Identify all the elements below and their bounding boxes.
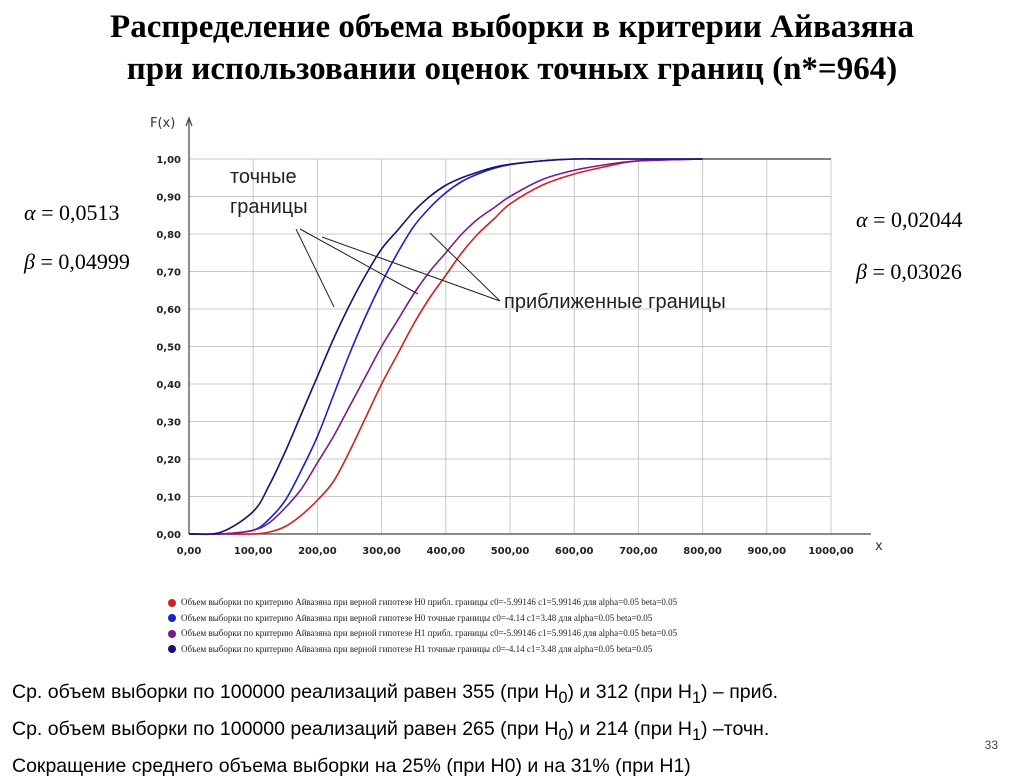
y-tick-label: 0,90 bbox=[156, 193, 181, 204]
legend-label: Объем выборки по критерию Айвазяна при в… bbox=[181, 643, 653, 654]
legend-label: Объем выборки по критерию Айвазяна при в… bbox=[181, 628, 678, 638]
subscript: 1 bbox=[691, 688, 702, 707]
y-axis-label: F(x) bbox=[150, 116, 175, 131]
param-alpha-right: α = 0,02044 bbox=[856, 207, 962, 233]
summary-line1-part: ) и 312 (при H bbox=[567, 681, 692, 703]
annotation-exact-line2: границы bbox=[230, 196, 308, 218]
legend-label: Объем выборки по критерию Айвазяна при в… bbox=[181, 612, 653, 623]
alpha-symbol: α bbox=[856, 207, 868, 232]
legend-marker bbox=[168, 598, 176, 607]
legend-entry-3: Объем выборки по критерию Айвазяна при в… bbox=[168, 626, 677, 642]
y-tick-label: 0,20 bbox=[156, 455, 181, 466]
series-line-4 bbox=[188, 158, 703, 536]
annotation-exact-line1: точные bbox=[230, 166, 297, 188]
slide-title-line2: при использовании оценок точных границ (… bbox=[126, 51, 898, 87]
y-tick-label: 1,00 bbox=[156, 155, 181, 166]
y-tick-label: 0,60 bbox=[156, 305, 181, 316]
x-tick-label: 200,00 bbox=[298, 546, 337, 557]
pointer-exact-1 bbox=[295, 228, 335, 308]
legend-marker bbox=[168, 645, 176, 654]
x-tick-label: 600,00 bbox=[555, 546, 594, 557]
summary-line-exact: Ср. объем выборки по 100000 реализаций р… bbox=[12, 714, 778, 751]
y-tick-label: 0,50 bbox=[156, 343, 181, 354]
pointer-exact-2 bbox=[299, 228, 419, 295]
legend-marker bbox=[168, 614, 176, 623]
summary-line2-part: ) и 214 (при H bbox=[567, 717, 692, 740]
beta-symbol: β bbox=[24, 249, 35, 274]
pointer-approx-2 bbox=[429, 232, 501, 302]
param-alpha-left: α = 0,0513 bbox=[24, 200, 119, 226]
slide-number: 33 bbox=[984, 738, 998, 752]
x-tick-label: 900,00 bbox=[748, 546, 787, 557]
summary-line1-part: ) – приб. bbox=[701, 681, 779, 703]
annotation-approx-bounds: приближенные границы bbox=[504, 291, 726, 313]
subscript: 0 bbox=[558, 725, 568, 744]
x-tick-label: 500,00 bbox=[491, 546, 530, 557]
beta-symbol: β bbox=[856, 259, 867, 284]
x-tick-label: 700,00 bbox=[619, 546, 658, 557]
y-tick-label: 0,80 bbox=[156, 230, 181, 241]
series-line-3 bbox=[188, 158, 703, 536]
subscript: 1 bbox=[691, 725, 702, 744]
summary-line1-part: Ср. объем выборки по 100000 реализаций р… bbox=[12, 681, 559, 703]
y-tick-label: 0,30 bbox=[156, 418, 181, 429]
legend-entry-4: Объем выборки по критерию Айвазяна при в… bbox=[168, 642, 677, 658]
series-line-1 bbox=[188, 158, 703, 535]
alpha-value: = 0,0513 bbox=[35, 200, 120, 225]
slide-title: Распределение объема выборки в критерии … bbox=[0, 6, 1024, 90]
y-tick-label: 0,00 bbox=[156, 530, 181, 541]
summary-line-reduction: Сокращение среднего объема выборки на 25… bbox=[12, 754, 691, 777]
chart-legend: Объем выборки по критерию Айвазяна при в… bbox=[168, 595, 677, 657]
subscript: 0 bbox=[558, 688, 568, 707]
x-tick-label: 300,00 bbox=[362, 546, 401, 557]
param-beta-left: β = 0,04999 bbox=[24, 249, 130, 275]
legend-entry-2: Объем выборки по критерию Айвазяна при в… bbox=[168, 611, 677, 627]
beta-value: = 0,04999 bbox=[34, 249, 130, 274]
y-tick-label: 0,10 bbox=[156, 493, 181, 504]
summary-text: Ср. объем выборки по 100000 реализаций р… bbox=[12, 677, 778, 782]
beta-value: = 0,03026 bbox=[866, 259, 962, 284]
x-tick-label: 1000,00 bbox=[808, 546, 854, 557]
legend-label: Объем выборки по критерию Айвазяна при в… bbox=[181, 597, 678, 607]
param-beta-right: β = 0,03026 bbox=[856, 259, 962, 285]
pointer-approx-1 bbox=[321, 236, 501, 302]
y-tick-label: 0,70 bbox=[156, 268, 181, 279]
summary-line2-part: ) –точн. bbox=[701, 717, 770, 740]
legend-entry-1: Объем выборки по критерию Айвазяна при в… bbox=[168, 595, 677, 611]
annotation-exact-bounds: точные границы bbox=[230, 162, 308, 222]
alpha-symbol: α bbox=[24, 200, 36, 225]
summary-line-approx: Ср. объем выборки по 100000 реализаций р… bbox=[12, 677, 778, 714]
slide-title-line1: Распределение объема выборки в критерии … bbox=[110, 9, 914, 45]
x-tick-label: 400,00 bbox=[427, 546, 466, 557]
x-tick-label: 0,00 bbox=[177, 546, 202, 557]
x-tick-label: 800,00 bbox=[683, 546, 722, 557]
y-axis-arrow bbox=[185, 116, 193, 127]
x-tick-label: 100,00 bbox=[234, 546, 273, 557]
x-axis-label: x bbox=[875, 539, 883, 554]
y-tick-label: 0,40 bbox=[156, 380, 181, 391]
summary-line2-part: Ср. объем выборки по 100000 реализаций р… bbox=[12, 717, 559, 740]
alpha-value: = 0,02044 bbox=[867, 207, 963, 232]
legend-marker bbox=[168, 629, 176, 638]
